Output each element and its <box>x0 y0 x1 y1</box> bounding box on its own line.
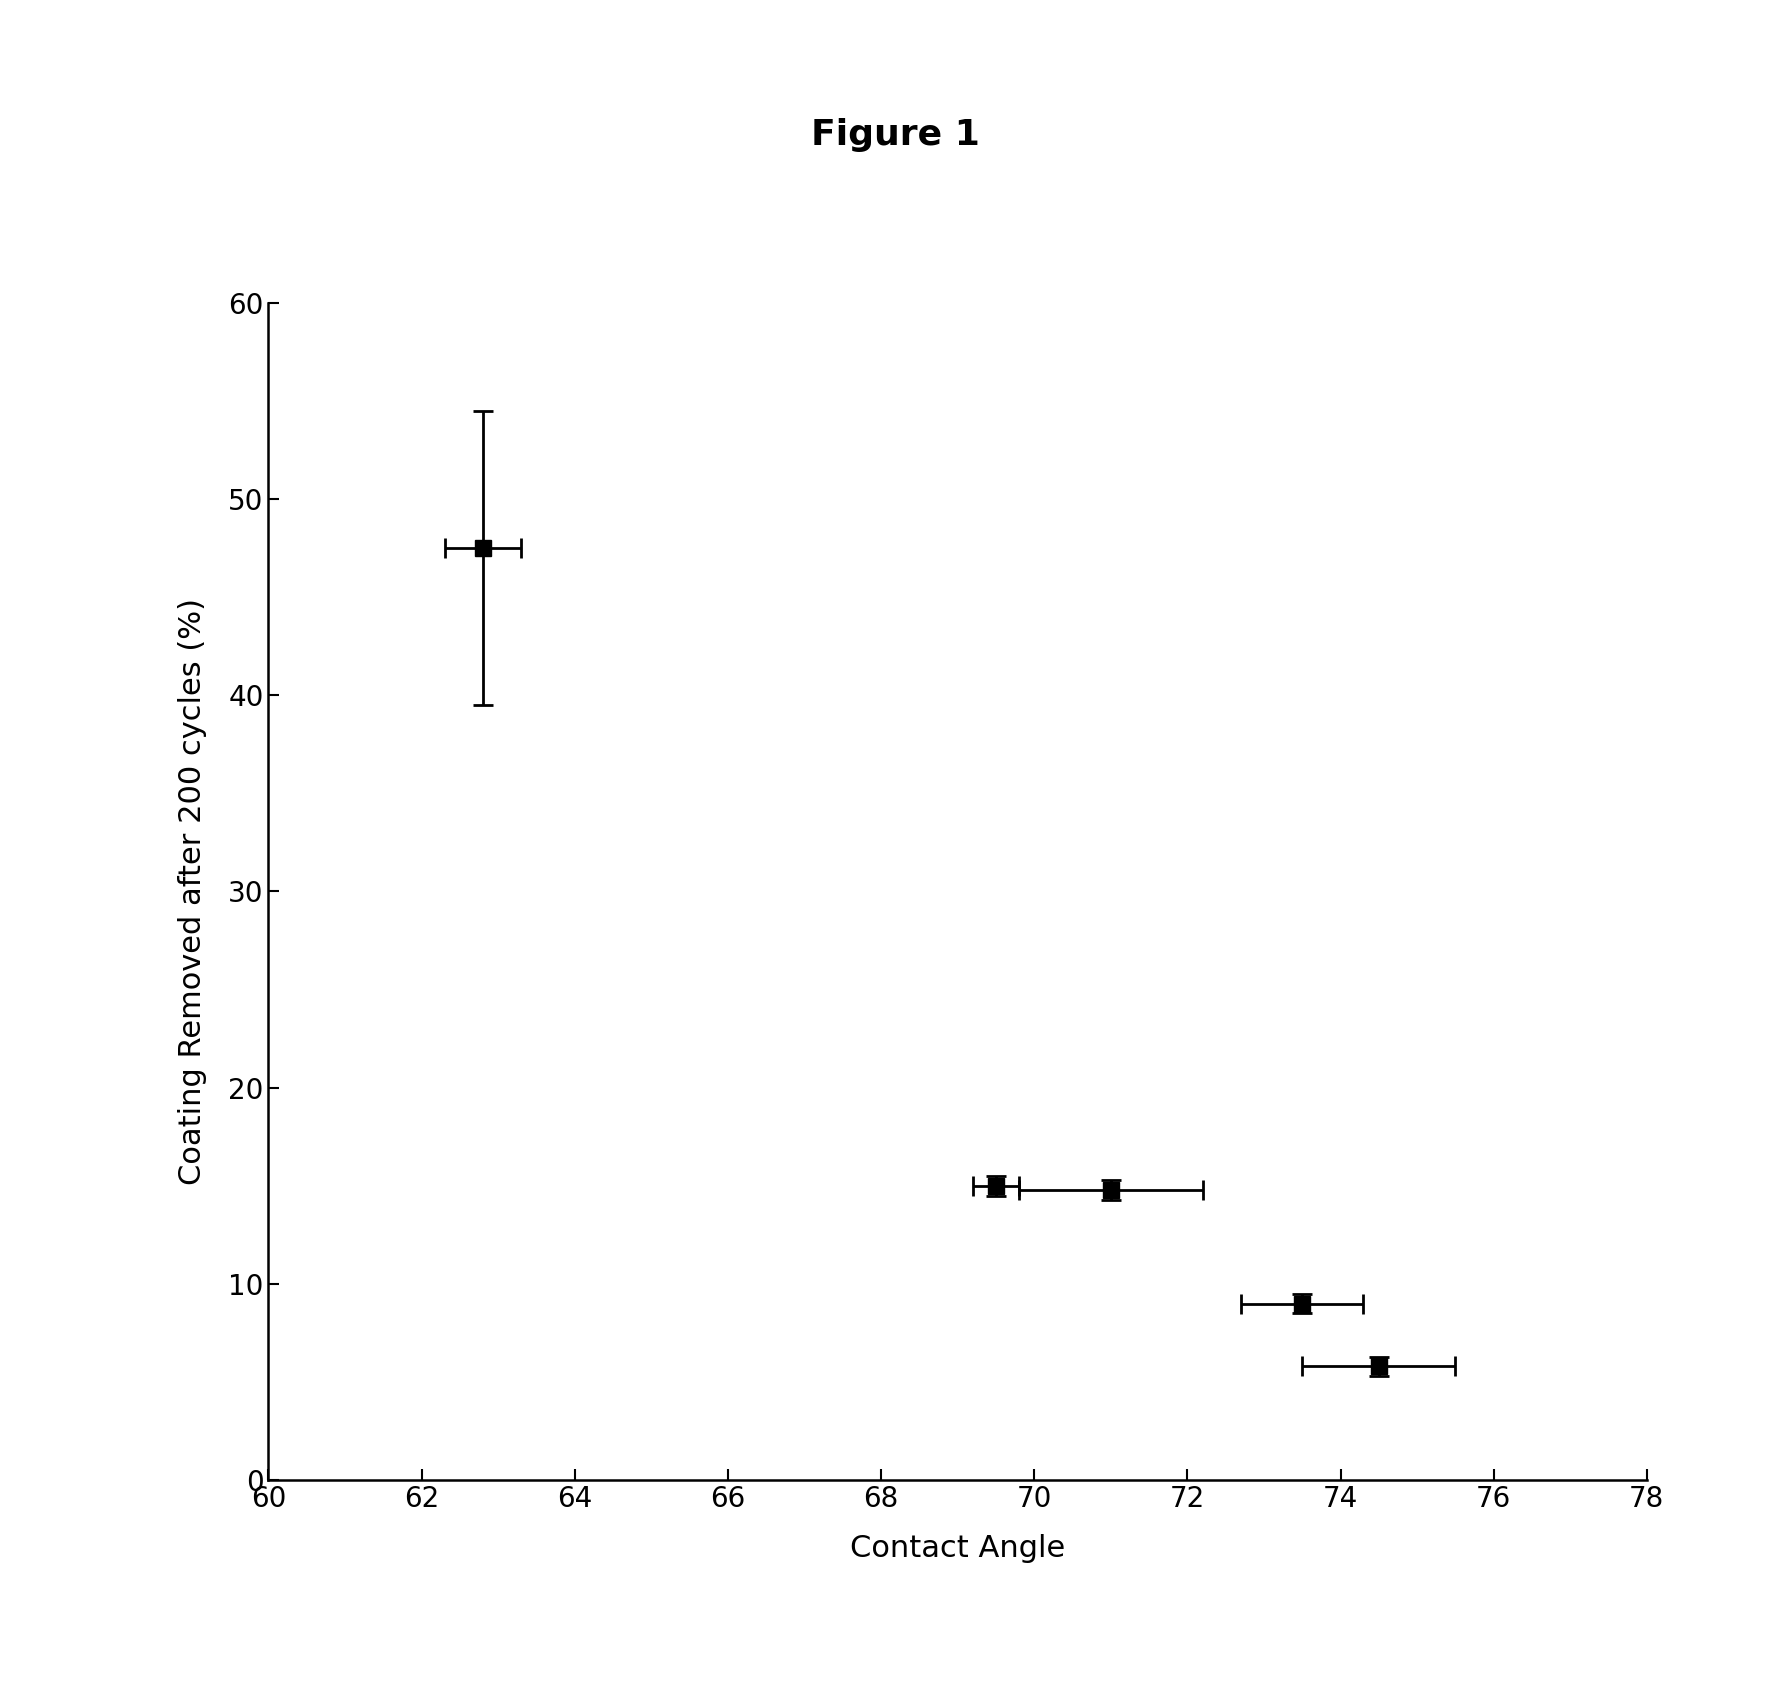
Y-axis label: Coating Removed after 200 cycles (%): Coating Removed after 200 cycles (%) <box>179 599 208 1184</box>
X-axis label: Contact Angle: Contact Angle <box>850 1534 1064 1563</box>
Text: Figure 1: Figure 1 <box>810 118 979 151</box>
